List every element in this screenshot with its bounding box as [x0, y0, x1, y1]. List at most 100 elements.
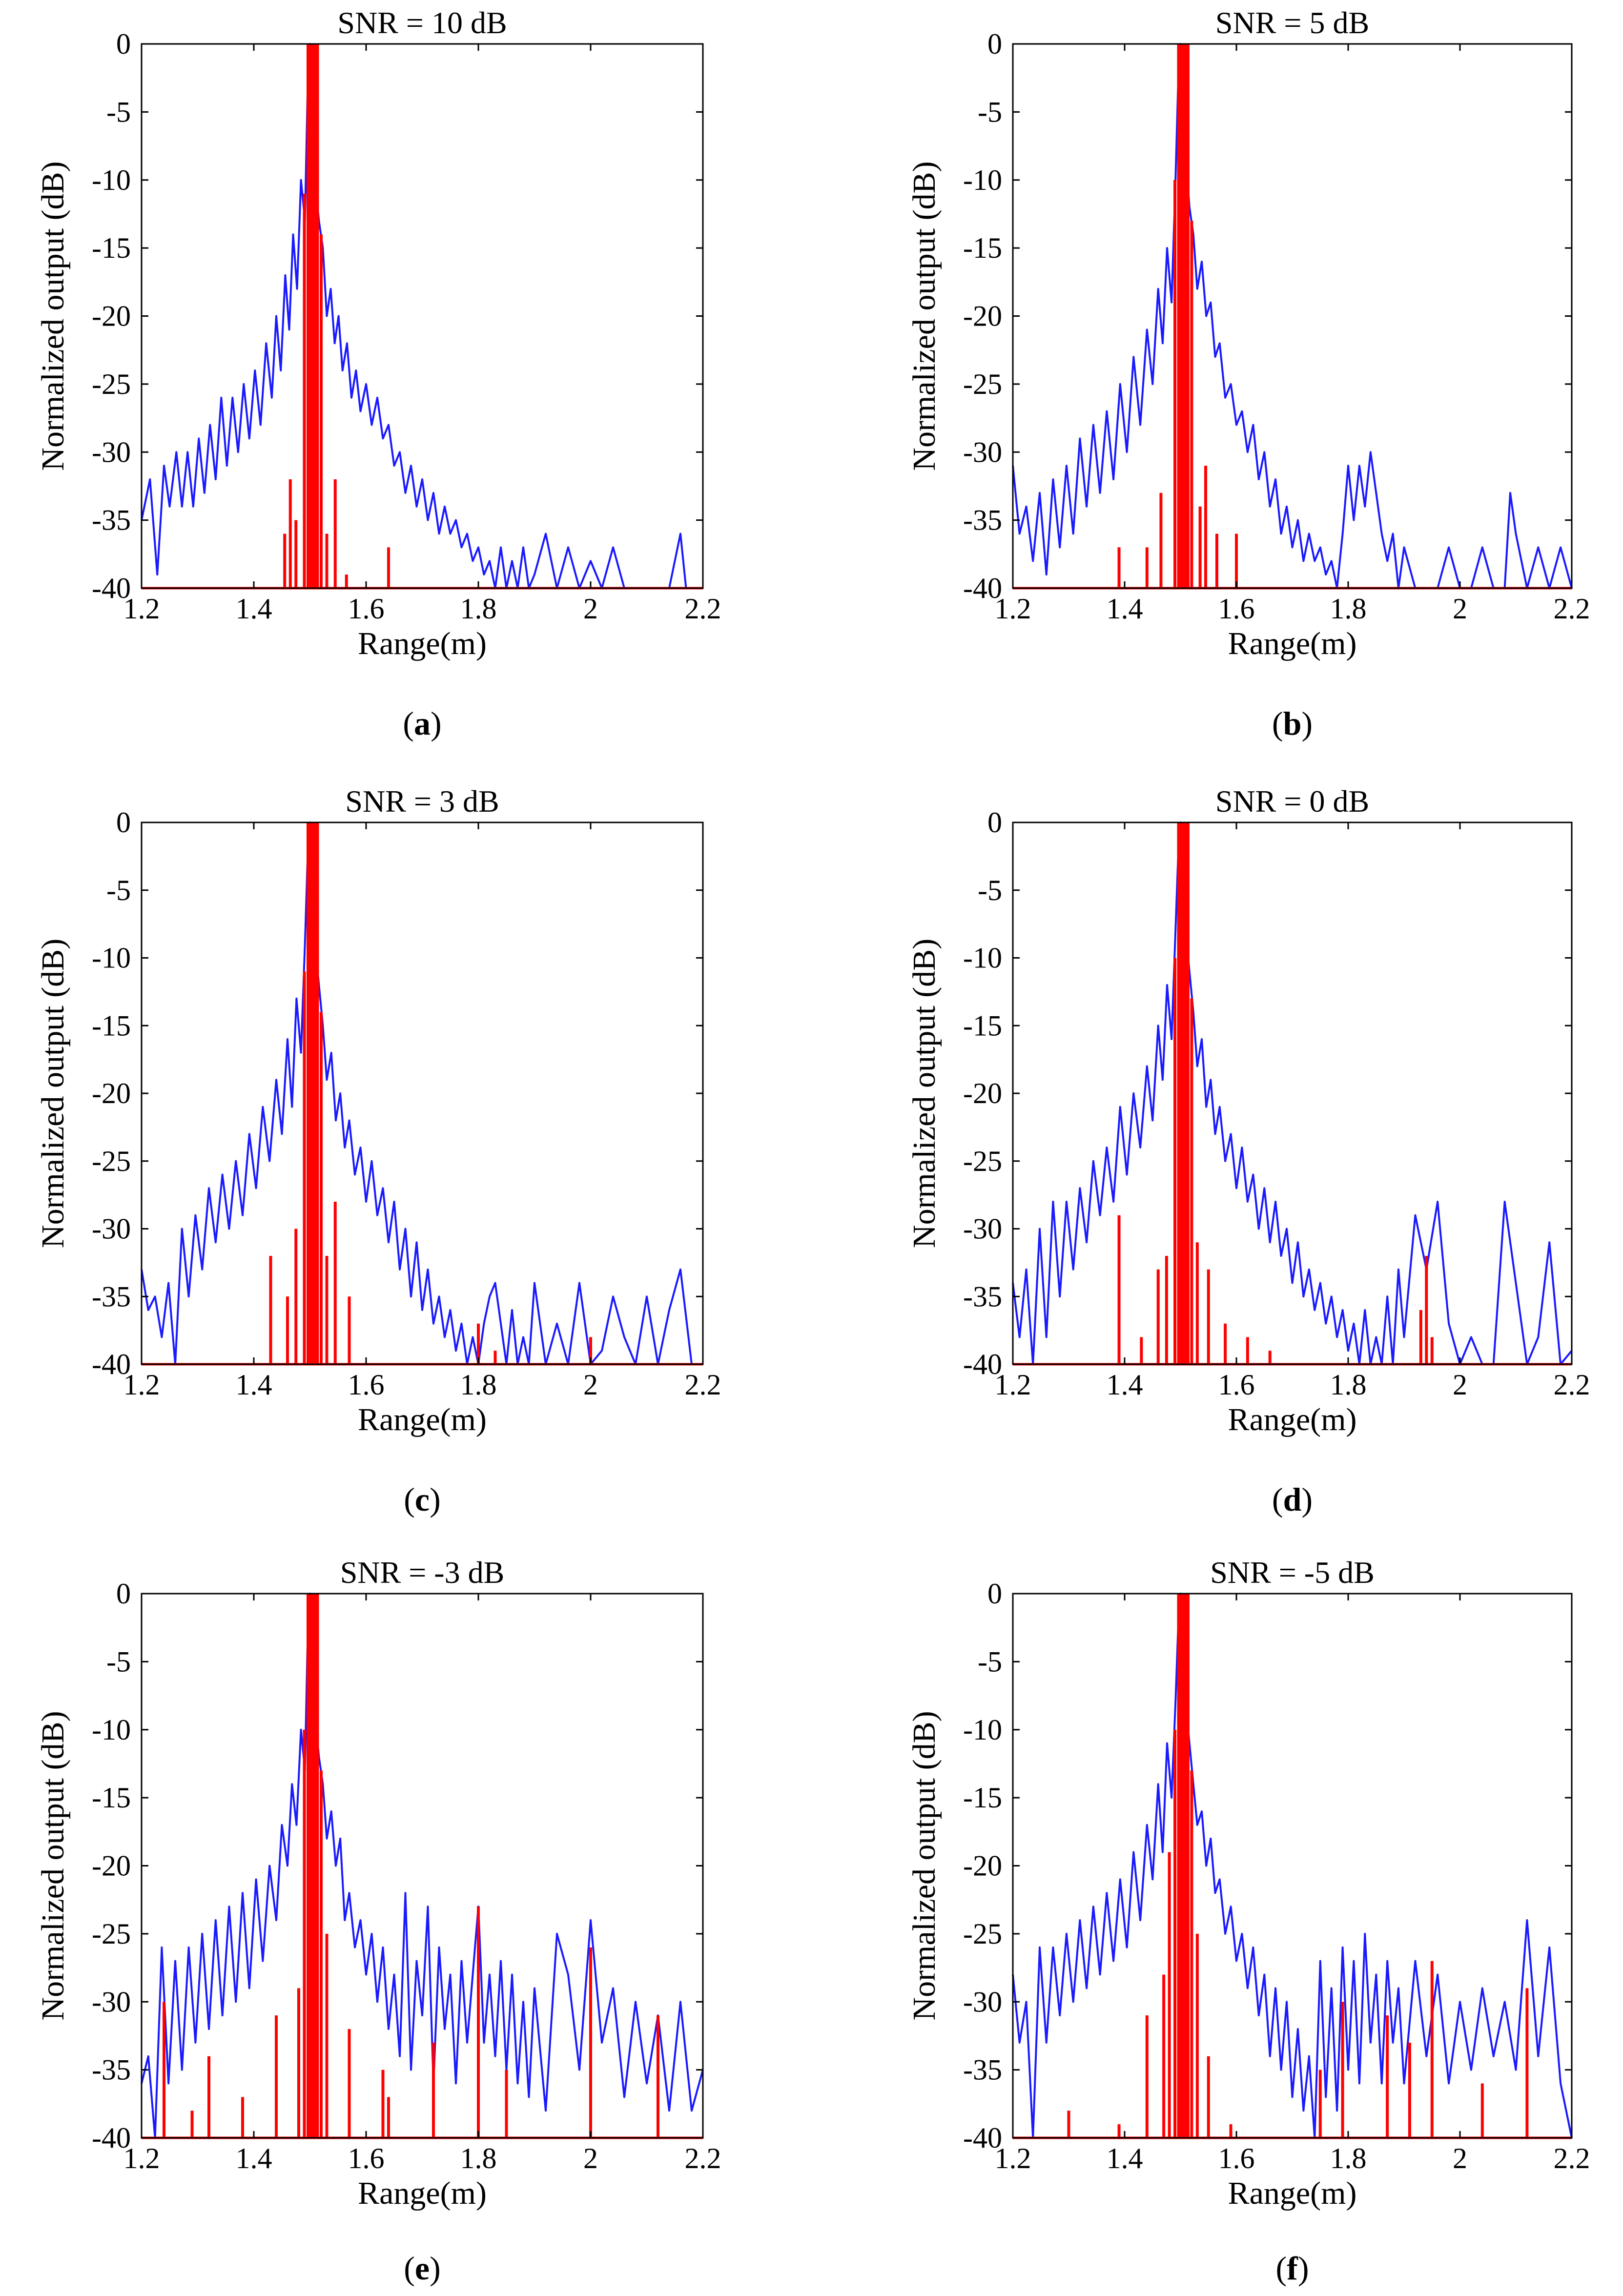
series-spike-red — [320, 1012, 323, 1364]
y-tick-label: -40 — [963, 572, 1002, 604]
y-tick-label: -35 — [92, 504, 131, 536]
x-tick-label: 1.2 — [995, 593, 1031, 625]
y-tick-label: -30 — [92, 1986, 131, 2018]
series-spike-red — [1173, 1729, 1177, 2138]
panel-caption: (c) — [404, 1481, 441, 1518]
y-tick-label: -30 — [963, 1213, 1002, 1245]
series-spike-red — [1145, 547, 1149, 588]
x-tick-label: 1.2 — [123, 593, 160, 625]
x-tick-label: 2 — [1453, 593, 1467, 625]
series-spike-red — [333, 1202, 337, 1364]
series-spike-red — [275, 2015, 278, 2138]
chart-panel-c: 1.2 1.4 1.6 1.8 2 2.2 0 -5 -10 -15 -20 -25 -30 -35 -40… — [35, 784, 721, 1518]
series-spike-red — [1117, 1215, 1121, 1364]
y-tick-label: -25 — [92, 1918, 131, 1950]
series-spike-red — [1204, 466, 1208, 588]
chart-title: SNR = 5 dB — [1215, 5, 1369, 40]
y-tick-label: -5 — [106, 1645, 131, 1678]
x-tick-label: 1.6 — [348, 593, 385, 625]
y-axis-label: Normalized output (dB) — [906, 161, 942, 471]
series-spike-red — [505, 2070, 508, 2138]
series-spike-red — [1165, 1256, 1168, 1364]
y-tick-label: 0 — [987, 28, 1002, 60]
series-spike-red — [325, 533, 329, 588]
x-tick-label: 1.8 — [1330, 1369, 1367, 1401]
y-tick-label: -5 — [978, 1645, 1002, 1678]
panel-caption: (d) — [1272, 1481, 1313, 1518]
y-tick-label: -20 — [963, 300, 1002, 332]
y-tick-label: -25 — [963, 1145, 1002, 1177]
y-tick-label: -5 — [106, 874, 131, 906]
y-tick-label: 0 — [987, 806, 1002, 839]
y-tick-label: -25 — [92, 368, 131, 400]
series-line-blue — [1012, 43, 1573, 589]
series-line-blue — [1012, 1593, 1573, 2139]
panel-caption: (f) — [1276, 2250, 1309, 2287]
series-line-blue — [141, 821, 703, 1365]
series-spike-red — [1235, 533, 1238, 588]
series-spike-red — [1408, 2042, 1411, 2138]
series-spike-red — [297, 1988, 300, 2138]
panel-caption: (a) — [403, 705, 441, 742]
y-tick-label: -35 — [963, 504, 1002, 536]
y-tick-label: 0 — [116, 28, 131, 60]
y-tick-label: -30 — [92, 436, 131, 468]
series-spike-red — [348, 1296, 351, 1364]
y-tick-label: -35 — [963, 1280, 1002, 1312]
series-spike-red — [1207, 2056, 1210, 2138]
y-tick-label: -5 — [978, 96, 1002, 128]
y-tick-label: -20 — [92, 1077, 131, 1109]
plot-frame — [141, 1593, 704, 2139]
y-tick-label: -20 — [92, 1850, 131, 1882]
x-tick-label: 2 — [1453, 2142, 1467, 2174]
x-tick-label: 1.2 — [123, 1369, 160, 1401]
chart-panel-e: 1.2 1.4 1.6 1.8 2 2.2 0 -5 -10 -15 -20 -25 -30 -35 -40… — [35, 1555, 721, 2287]
y-axis-label: Normalized output (dB) — [35, 939, 71, 1248]
x-tick-label: 1.6 — [1218, 1369, 1255, 1401]
series-spike-red — [1430, 1961, 1434, 2138]
series-spike-red — [1117, 547, 1121, 588]
series-spike-red — [1173, 958, 1177, 1364]
y-tick-label: -15 — [92, 1782, 131, 1814]
y-tick-label: 0 — [116, 806, 131, 839]
series-spike-red — [1162, 1974, 1166, 2138]
x-tick-label: 1.4 — [236, 1369, 272, 1401]
series-spike-red — [477, 1323, 480, 1364]
series-spike-red — [657, 2015, 659, 2138]
y-tick-label: -30 — [963, 436, 1002, 468]
plot-frame — [1012, 43, 1573, 589]
series-spike-red — [1386, 2015, 1389, 2138]
series-spike-red — [312, 1594, 319, 2138]
series-spike-red — [345, 574, 348, 588]
series-spike-red — [1067, 2111, 1070, 2138]
chart-panel-f: 1.2 1.4 1.6 1.8 2 2.2 0 -5 -10 -15 -20 -25 -30 -35 -40… — [906, 1555, 1590, 2287]
series-spike-red — [1425, 1256, 1428, 1364]
y-tick-label: -25 — [92, 1145, 131, 1177]
y-tick-label: -5 — [106, 96, 131, 128]
x-axis-label: Range(m) — [358, 2175, 487, 2211]
y-axis-label: Normalized output (dB) — [35, 161, 71, 471]
series-spike-red — [1173, 180, 1177, 588]
series-spike-red — [286, 1296, 289, 1364]
x-tick-label: 1.8 — [1330, 593, 1367, 625]
series-spike-red — [283, 533, 287, 588]
x-tick-label: 1.6 — [348, 2142, 385, 2174]
y-tick-label: -15 — [92, 1009, 131, 1042]
chart-title: SNR = -5 dB — [1210, 1555, 1375, 1590]
y-tick-label: -10 — [963, 942, 1002, 974]
plot-frame — [141, 43, 704, 589]
series-spike-red — [1159, 492, 1163, 588]
series-spike-red — [589, 1947, 592, 2138]
chart-panel-a: 1.2 1.4 1.6 1.8 2 2.2 0 -5 -10 -15 -20 -25 -30 -35 -40… — [35, 5, 721, 742]
series-spike-red — [294, 520, 298, 588]
series-spike-red — [312, 822, 319, 1364]
x-tick-label: 1.6 — [1218, 593, 1255, 625]
series-spike-red — [241, 2097, 244, 2138]
x-tick-label: 1.4 — [1107, 593, 1143, 625]
x-tick-label: 1.8 — [460, 593, 497, 625]
y-tick-label: -15 — [963, 1009, 1002, 1042]
y-tick-label: -20 — [92, 300, 131, 332]
series-spike-red — [269, 1256, 272, 1364]
series-spike-red — [387, 547, 390, 588]
x-tick-label: 1.2 — [995, 2142, 1031, 2174]
